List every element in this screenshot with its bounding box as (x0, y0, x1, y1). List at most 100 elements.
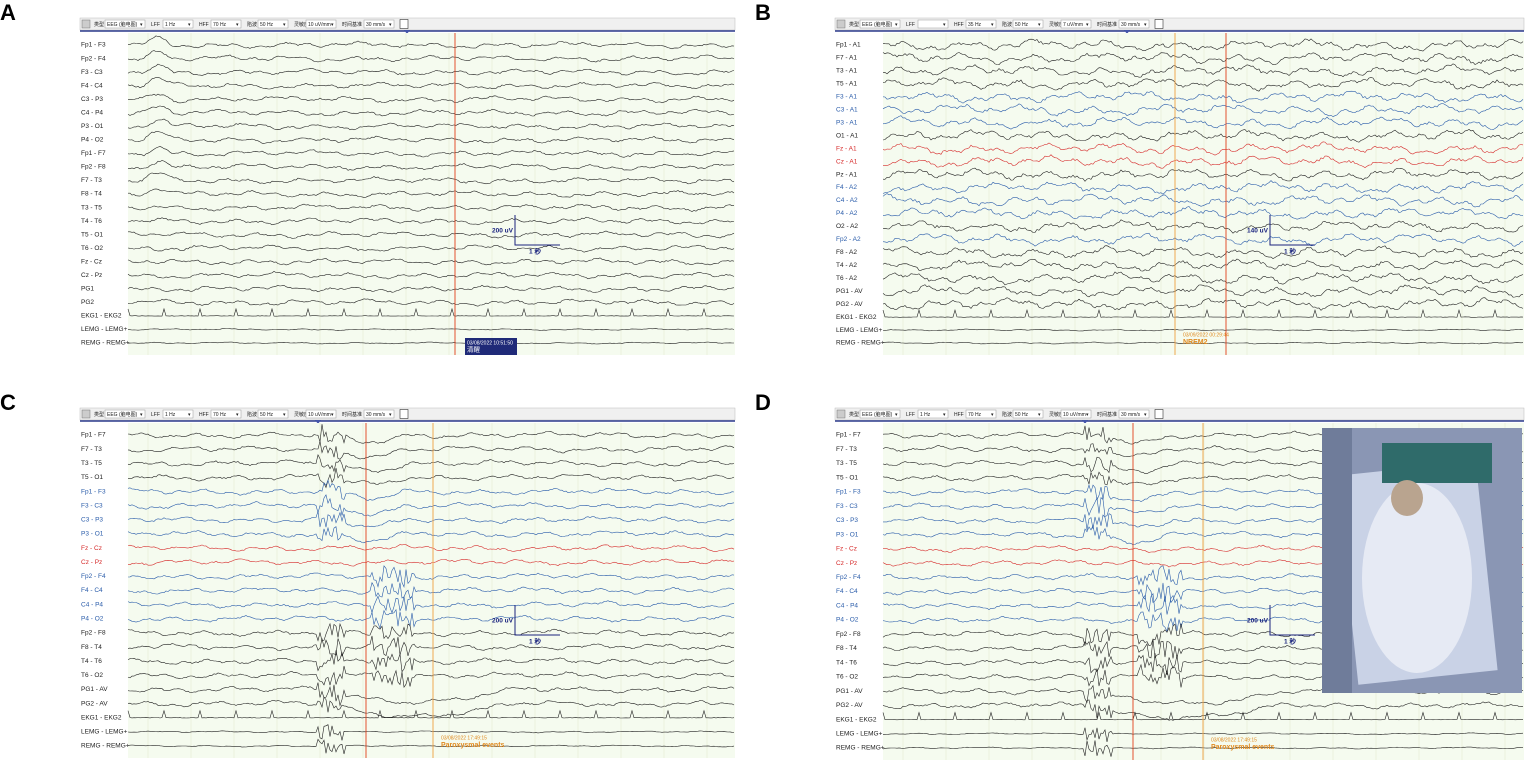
toolbar-select[interactable] (1060, 409, 1092, 419)
toolbar-select[interactable] (917, 19, 949, 29)
toolbar-arrow: ▾ (331, 22, 334, 28)
toolbar-arrow: ▾ (140, 22, 143, 28)
toolbar-select[interactable] (965, 409, 997, 419)
toolbar-select[interactable] (1012, 19, 1044, 29)
eeg-trace (127, 244, 735, 253)
channel-label: PG2 (81, 299, 94, 306)
toolbar-label: 类型 (849, 411, 859, 418)
channel-label: T4 - T6 (836, 659, 857, 666)
toolbar-select[interactable] (257, 19, 289, 29)
channel-label: Fp1 - F3 (81, 42, 106, 49)
toolbar-select[interactable] (305, 409, 337, 419)
toolbar-label: LFF (906, 412, 915, 418)
toolbar-select[interactable] (859, 19, 901, 29)
channel-label: T6 - A2 (836, 275, 857, 282)
toolbar (834, 407, 1525, 421)
eeg-trace (127, 709, 735, 719)
channel-label: F7 - A1 (836, 55, 857, 62)
channel-label: PG1 (81, 286, 94, 293)
eeg-trace (127, 118, 735, 131)
channel-label: F4 - C4 (81, 587, 103, 594)
toolbar-arrow: ▾ (1086, 412, 1089, 418)
event-label: Paroxysmal events (441, 742, 505, 749)
channel-label: REMG - REMG+ (81, 340, 130, 347)
toolbar-select[interactable] (363, 19, 395, 29)
scale-amplitude: 140 uV (1247, 228, 1269, 235)
event-label: 清醒 (467, 345, 481, 354)
toolbar-select[interactable] (210, 409, 242, 419)
toolbar-label: 类型 (849, 21, 859, 28)
time-marker (1082, 420, 1088, 424)
toolbar-value: 30 mm/s (366, 22, 386, 28)
channel-label: F3 - C3 (836, 503, 858, 510)
eeg-trace (882, 245, 1524, 259)
toolbar-value: 7 uV/mm (1063, 22, 1083, 28)
channel-label: F3 - C3 (81, 502, 103, 509)
toolbar-label: 时间基准 (342, 411, 362, 418)
toolbar-value: 50 Hz (260, 412, 274, 418)
toolbar-value: 50 Hz (1015, 412, 1029, 418)
eeg-trace (127, 581, 735, 599)
toolbar-label: 灵敏度 (1049, 411, 1064, 418)
toolbar-select[interactable] (917, 409, 949, 419)
channel-label: Fp1 - F3 (836, 489, 861, 496)
refresh-button[interactable] (399, 19, 409, 29)
toolbar-label: HFF (954, 412, 964, 418)
event-time: 03/08/2022 10:51:50 (467, 340, 513, 346)
toolbar-select[interactable] (162, 409, 194, 419)
toolbar-select[interactable] (1012, 409, 1044, 419)
panel-letter: C (0, 390, 16, 415)
channel-label: T6 - O2 (836, 674, 858, 681)
eeg-panel: D类型 EEG (脑电图) ▾ LFF 1 Hz ▾ HFF 70 Hz ▾ 陷波 50 Hz ▾ 灵敏… (755, 390, 1525, 760)
toolbar-select[interactable] (162, 19, 194, 29)
toolbar-value: 10 uV/mm (308, 22, 331, 28)
scale-time: 1 秒 (1284, 247, 1296, 256)
toolbar-select[interactable] (859, 409, 901, 419)
toolbar-label: 时间基准 (1097, 411, 1117, 418)
eeg-trace (882, 219, 1524, 234)
channel-label: LEMG - LEMG+ (81, 326, 128, 333)
channel-label: EKG1 - EKG2 (836, 716, 877, 723)
refresh-button[interactable] (1154, 409, 1164, 419)
toolbar-select[interactable] (305, 19, 337, 29)
scale-time: 1 秒 (529, 637, 541, 646)
eeg-trace (127, 665, 735, 689)
toolbar-icon (81, 409, 91, 419)
toolbar-arrow: ▾ (1144, 22, 1147, 28)
toolbar-select[interactable] (1118, 19, 1150, 29)
toolbar-label: 类型 (94, 411, 104, 418)
scale-bar (514, 215, 560, 246)
toolbar-select[interactable] (1060, 19, 1092, 29)
toolbar-select[interactable] (257, 409, 289, 419)
refresh-button[interactable] (1154, 19, 1164, 29)
toolbar-arrow: ▾ (943, 22, 946, 28)
toolbar-select[interactable] (965, 19, 997, 29)
channel-label: REMG - REMG+ (836, 340, 885, 347)
channel-label: O1 - A1 (836, 132, 858, 139)
toolbar-select[interactable] (104, 19, 146, 29)
eeg-trace (127, 595, 735, 614)
toolbar-select[interactable] (104, 409, 146, 419)
toolbar-label: 灵敏度 (1049, 21, 1064, 28)
channel-label: T5 - O1 (81, 231, 103, 238)
toolbar-select[interactable] (1118, 409, 1150, 419)
eeg-trace (127, 622, 735, 642)
channel-label: EKG1 - EKG2 (81, 313, 122, 320)
channel-label: Fp2 - F8 (81, 630, 106, 637)
refresh-button[interactable] (399, 409, 409, 419)
eeg-trace (127, 307, 735, 317)
toolbar-select[interactable] (210, 19, 242, 29)
channel-label: REMG - REMG+ (836, 745, 885, 752)
toolbar-arrow: ▾ (895, 412, 898, 418)
channel-label: P4 - O2 (81, 137, 104, 144)
channel-label: F7 - T3 (81, 446, 102, 453)
eeg-trace (882, 52, 1524, 66)
toolbar-arrow: ▾ (991, 412, 994, 418)
eeg-trace (128, 188, 735, 198)
channel-label: T5 - A1 (836, 81, 857, 88)
channel-label: Fz - A1 (836, 145, 857, 152)
channel-label: PG1 - AV (81, 686, 108, 693)
eeg-trace (127, 424, 735, 444)
toolbar-select[interactable] (363, 409, 395, 419)
toolbar-arrow: ▾ (236, 412, 239, 418)
